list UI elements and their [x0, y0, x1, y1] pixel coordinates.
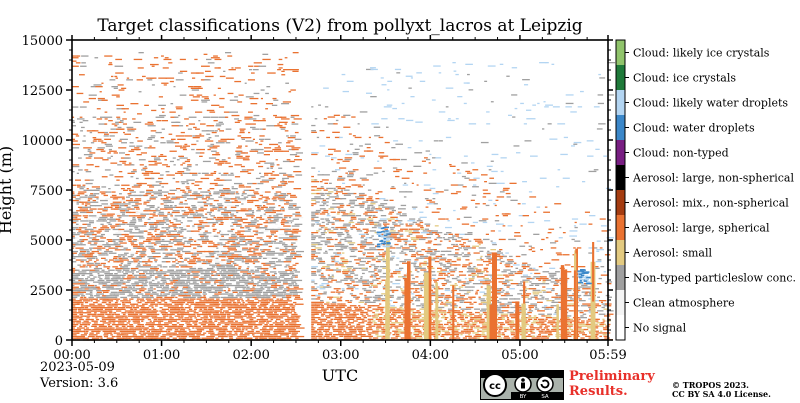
- version-label: Version: 3.6: [40, 376, 118, 391]
- y-tick-label: 0: [55, 334, 63, 349]
- colorbar-label: Cloud: water droplets: [633, 122, 755, 135]
- y-tick-label: 7500: [30, 184, 63, 199]
- preliminary-note: Preliminary Results.: [569, 369, 655, 399]
- preliminary-line-1: Preliminary: [569, 369, 655, 384]
- x-tick-label: 05:00: [501, 348, 538, 363]
- colorbar-swatch: [616, 315, 625, 340]
- colorbar-swatch: [616, 65, 625, 90]
- cc-icons: cc BY SA: [481, 371, 563, 399]
- colorbar-label: No signal: [633, 322, 687, 335]
- colorbar-swatch: [616, 40, 625, 65]
- cc-license-badge: cc BY SA: [480, 370, 564, 400]
- colorbar-label: Non-typed particleslow conc.: [633, 272, 796, 285]
- x-axis-label: UTC: [322, 366, 358, 385]
- x-tick-label: 01:00: [143, 348, 180, 363]
- colorbar-swatch: [616, 290, 625, 315]
- sa-icon: [537, 376, 553, 392]
- colorbar-swatch: [616, 190, 625, 215]
- copyright-line-2: CC BY SA 4.0 License.: [672, 390, 771, 399]
- colorbar-label: Aerosol: large, spherical: [632, 222, 770, 235]
- y-tick-label: 2500: [30, 284, 63, 299]
- colorbar-label: Cloud: non-typed: [633, 147, 729, 160]
- colorbar-swatch: [616, 215, 625, 240]
- colorbar: No signal Clean atmosphere Non-typed parti…: [616, 40, 796, 340]
- y-axis-label: Height (m): [0, 146, 15, 234]
- colorbar-label: Clean atmosphere: [633, 297, 735, 310]
- colorbar-label: Cloud: ice crystals: [633, 72, 736, 85]
- colorbar-swatch: [616, 265, 625, 290]
- y-tick-label: 15000: [22, 34, 63, 49]
- plot-area: [72, 40, 615, 341]
- colorbar-label: Aerosol: small: [632, 247, 712, 260]
- colorbar-swatch: [616, 90, 625, 115]
- colorbar-label: Cloud: likely water droplets: [633, 97, 788, 110]
- y-tick-label: 5000: [30, 234, 63, 249]
- colorbar-label: Aerosol: large, non-spherical: [632, 172, 794, 185]
- x-tick-label: 05:59: [589, 348, 626, 363]
- colorbar-swatch: [616, 165, 625, 190]
- preliminary-line-2: Results.: [569, 384, 655, 399]
- x-tick-label: 04:00: [412, 348, 449, 363]
- colorbar-swatch: [616, 240, 625, 265]
- colorbar-label: Cloud: likely ice crystals: [633, 47, 770, 60]
- copyright-note: © TROPOS 2023. CC BY SA 4.0 License.: [672, 381, 771, 399]
- y-tick-label: 12500: [22, 84, 63, 99]
- colorbar-label: Aerosol: mix., non-spherical: [632, 197, 789, 210]
- x-tick-label: 03:00: [322, 348, 359, 363]
- date-label: 2023-05-09: [40, 360, 115, 375]
- colorbar-swatch: [616, 115, 625, 140]
- x-tick-label: 02:00: [232, 348, 269, 363]
- y-tick-label: 10000: [22, 134, 63, 149]
- colorbar-swatch: [616, 140, 625, 165]
- cc-icon-text: cc: [489, 381, 501, 392]
